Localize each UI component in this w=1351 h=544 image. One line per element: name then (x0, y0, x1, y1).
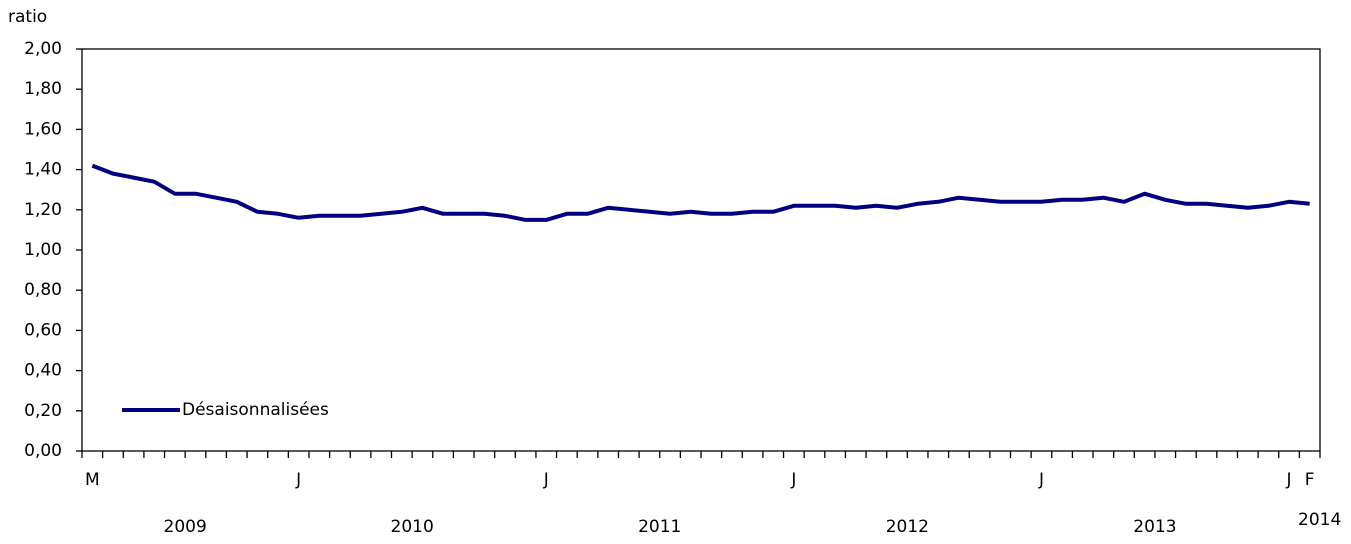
year-label: 2011 (638, 517, 681, 537)
year-label: 2014 (1298, 510, 1341, 530)
x-tick-label: J (790, 470, 796, 490)
x-tick-label: M (85, 470, 100, 490)
y-axis-label: ratio (8, 7, 47, 27)
y-tick-label: 1,80 (24, 79, 62, 99)
y-tick-label: 0,40 (24, 361, 62, 381)
data-line (91, 163, 1310, 222)
year-label: 2010 (391, 517, 434, 537)
year-label: 2013 (1133, 517, 1176, 537)
y-tick-label: 1,40 (24, 160, 62, 180)
legend-label: Désaisonnalisées (182, 400, 329, 420)
x-tick-label: J (1286, 470, 1292, 490)
year-label: 2009 (164, 517, 207, 537)
y-tick-label: 1,00 (24, 240, 62, 260)
y-tick-label: 0,20 (24, 401, 62, 421)
y-tick-label: 0,60 (24, 320, 62, 340)
y-tick-label: 0,80 (24, 280, 62, 300)
y-tick-label: 1,60 (24, 119, 62, 139)
year-label: 2012 (886, 517, 929, 537)
x-tick-label: J (1038, 470, 1044, 490)
y-tick-label: 1,20 (24, 200, 62, 220)
x-tick-label: J (295, 470, 301, 490)
x-tick-label: F (1305, 470, 1315, 490)
x-tick-label: J (543, 470, 549, 490)
y-tick-label: 2,00 (24, 39, 62, 59)
y-tick-label: 0,00 (24, 441, 62, 461)
plot-frame (81, 48, 1321, 452)
